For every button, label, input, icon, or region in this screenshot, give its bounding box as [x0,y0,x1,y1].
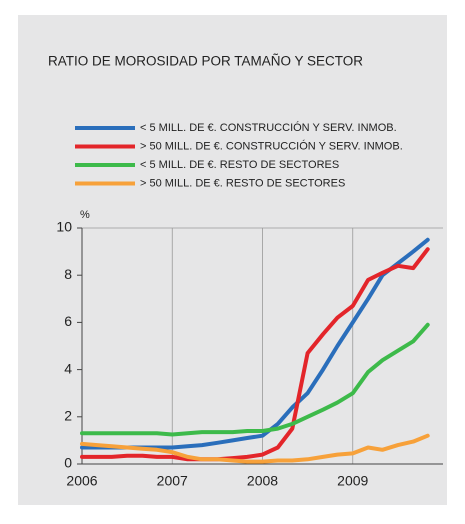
series-line [80,247,430,462]
series-line [80,322,430,437]
y-tick-label: 10 [56,219,72,235]
y-tick-label: 0 [64,455,72,471]
panel [18,15,447,505]
legend-label: > 50 MILL. DE €. CONSTRUCCIÓN Y SERV. IN… [140,139,403,152]
x-tick-label: 2007 [157,473,188,489]
legend-label: < 5 MILL. DE €. RESTO DE SECTORES [140,159,339,171]
y-tick-label: 8 [64,266,72,282]
y-axis-label: % [80,209,90,221]
x-tick-label: 2009 [337,473,368,489]
legend-label: > 50 MILL. DE €. RESTO DE SECTORES [140,177,345,189]
legend-label: < 5 MILL. DE €. CONSTRUCCIÓN Y SERV. INM… [140,121,397,134]
x-tick-label: 2006 [66,473,97,489]
series-line [80,433,430,464]
y-tick-label: 6 [64,313,72,329]
x-tick-label: 2008 [247,473,278,489]
y-tick-label: 2 [64,408,72,424]
chart-title: RATIO DE MOROSIDAD POR TAMAÑO Y SECTOR [48,54,363,69]
y-tick-label: 4 [64,360,72,376]
